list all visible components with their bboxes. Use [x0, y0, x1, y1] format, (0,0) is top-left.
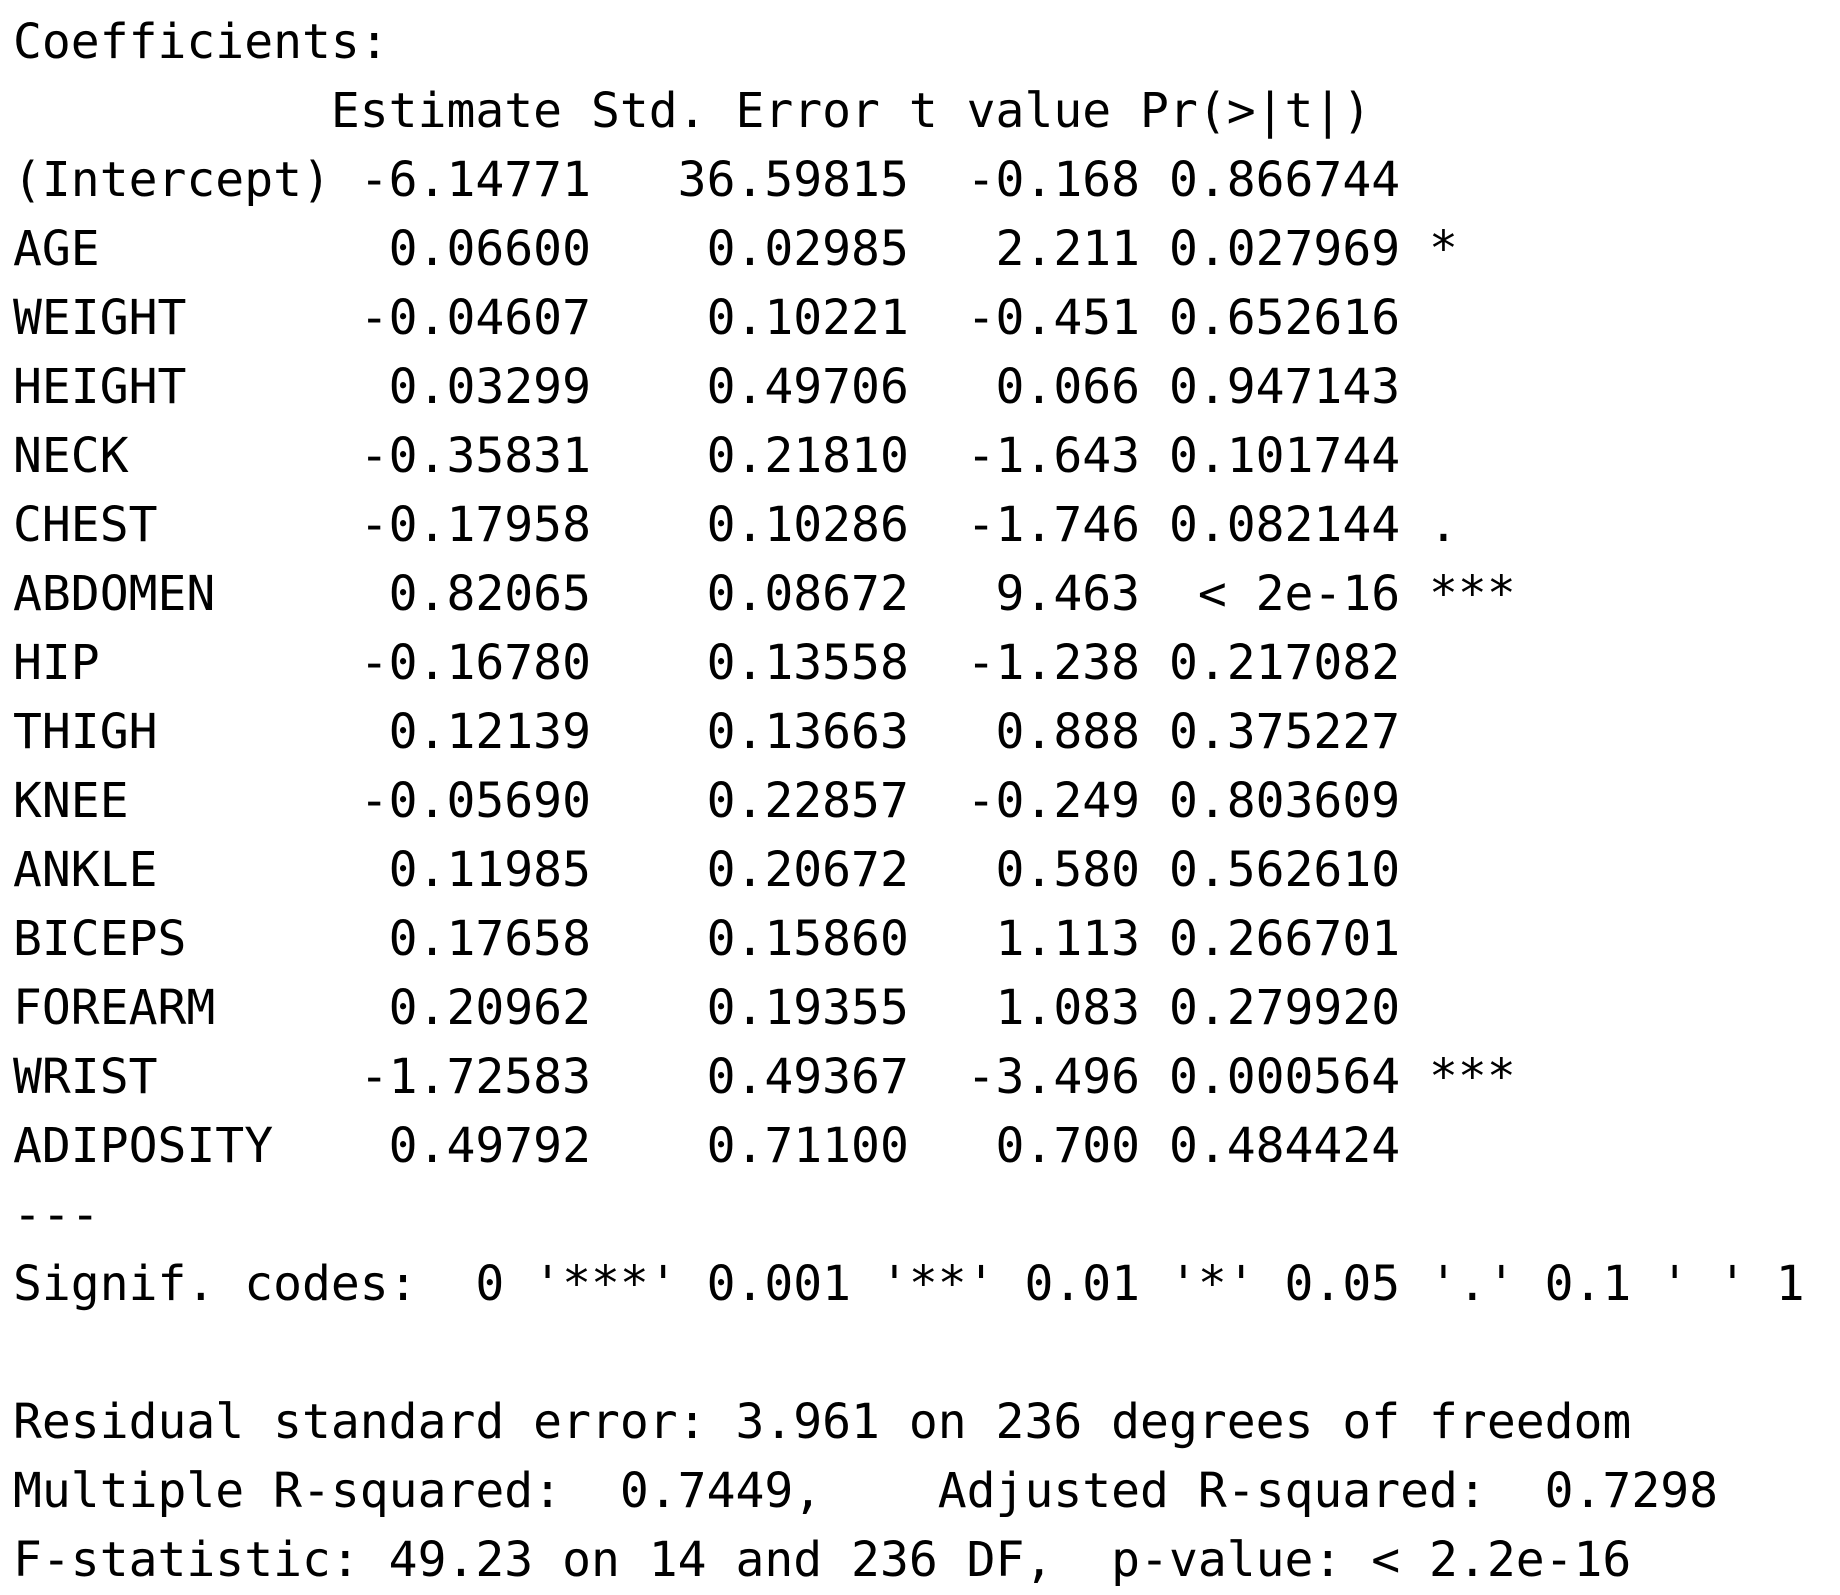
coefficients-header: Estimate Std. Error t value Pr(>|t|): [13, 83, 1487, 139]
coefficient-row: (Intercept) -6.14771 36.59815 -0.168 0.8…: [13, 152, 1516, 208]
coefficient-row: THIGH 0.12139 0.13663 0.888 0.375227: [13, 704, 1516, 760]
coefficient-row: ADIPOSITY 0.49792 0.71100 0.700 0.484424: [13, 1118, 1516, 1174]
coefficient-row: AGE 0.06600 0.02985 2.211 0.027969 *: [13, 221, 1516, 277]
separator-line: ---: [13, 1187, 100, 1243]
coefficient-row: FOREARM 0.20962 0.19355 1.083 0.279920: [13, 980, 1516, 1036]
coefficient-row: BICEPS 0.17658 0.15860 1.113 0.266701: [13, 911, 1516, 967]
signif-codes-line: Signif. codes: 0 '***' 0.001 '**' 0.01 '…: [13, 1256, 1805, 1312]
coefficient-row: NECK -0.35831 0.21810 -1.643 0.101744: [13, 428, 1516, 484]
coefficient-row: HIP -0.16780 0.13558 -1.238 0.217082: [13, 635, 1516, 691]
coefficient-row: HEIGHT 0.03299 0.49706 0.066 0.947143: [13, 359, 1516, 415]
blank-line: [13, 1319, 1805, 1388]
regression-output: Coefficients: Estimate Std. Error t valu…: [13, 8, 1805, 1595]
coefficient-row: WRIST -1.72583 0.49367 -3.496 0.000564 *…: [13, 1049, 1516, 1105]
coefficient-row: WEIGHT -0.04607 0.10221 -0.451 0.652616: [13, 290, 1516, 346]
coefficient-row: CHEST -0.17958 0.10286 -1.746 0.082144 .: [13, 497, 1516, 553]
coefficients-title: Coefficients:: [13, 14, 389, 70]
coefficient-row: KNEE -0.05690 0.22857 -0.249 0.803609: [13, 773, 1516, 829]
f-statistic-line: F-statistic: 49.23 on 14 and 236 DF, p-v…: [13, 1532, 1632, 1588]
coefficient-row: ABDOMEN 0.82065 0.08672 9.463 < 2e-16 **…: [13, 566, 1516, 622]
r-squared-line: Multiple R-squared: 0.7449, Adjusted R-s…: [13, 1463, 1719, 1519]
coefficient-row: ANKLE 0.11985 0.20672 0.580 0.562610: [13, 842, 1516, 898]
residual-se-line: Residual standard error: 3.961 on 236 de…: [13, 1394, 1632, 1450]
